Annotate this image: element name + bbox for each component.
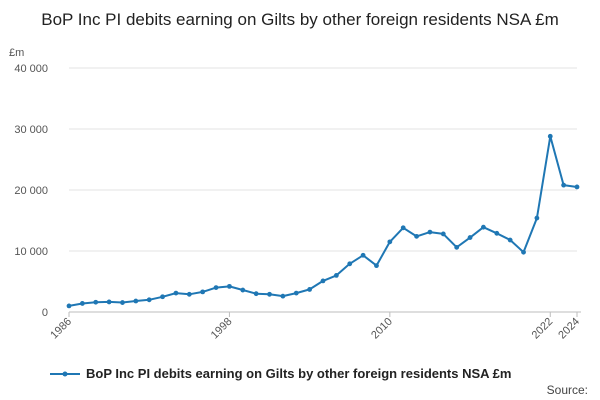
data-point[interactable] — [494, 230, 500, 236]
data-point[interactable] — [454, 244, 460, 250]
data-point[interactable] — [534, 215, 540, 221]
data-point[interactable] — [173, 290, 179, 296]
y-tick-label: 20 000 — [14, 185, 48, 197]
data-point[interactable] — [93, 299, 99, 305]
data-point[interactable] — [414, 233, 419, 239]
legend: BoP Inc PI debits earning on Gilts by ot… — [50, 366, 511, 381]
data-point[interactable] — [574, 184, 580, 190]
data-point[interactable] — [66, 303, 72, 309]
y-axis-unit-label: £m — [9, 47, 25, 59]
series-layer — [66, 133, 580, 309]
x-tick-label: 1998 — [209, 316, 235, 342]
data-point[interactable] — [120, 300, 125, 305]
data-point[interactable] — [227, 283, 232, 289]
data-point[interactable] — [307, 287, 313, 292]
data-point[interactable] — [374, 263, 379, 269]
gridlines — [69, 67, 577, 252]
data-point[interactable] — [400, 225, 406, 231]
source-label: Source: — [546, 383, 588, 397]
y-tick-label: 30 000 — [14, 124, 48, 136]
data-point[interactable] — [160, 294, 165, 300]
data-point[interactable] — [507, 237, 513, 243]
data-point[interactable] — [561, 182, 567, 188]
x-tick-labels: 1986 1998 2010 2022 2024 — [48, 316, 582, 342]
chart-title: BoP Inc PI debits earning on Gilts by ot… — [41, 10, 559, 29]
y-tick-label: 0 — [42, 307, 48, 319]
data-point[interactable] — [333, 273, 339, 278]
data-point[interactable] — [79, 301, 85, 306]
x-tick-label: 2010 — [369, 316, 395, 342]
data-point[interactable] — [440, 231, 446, 237]
x-tick-label: 1986 — [48, 316, 74, 342]
data-point[interactable] — [253, 291, 259, 297]
data-point[interactable] — [467, 235, 473, 240]
data-point[interactable] — [521, 249, 526, 255]
data-point[interactable] — [106, 299, 112, 305]
data-point[interactable] — [347, 261, 353, 267]
data-point[interactable] — [267, 291, 272, 297]
data-point[interactable] — [387, 239, 393, 245]
x-tick-label: 2024 — [556, 316, 582, 342]
y-tick-label: 40 000 — [14, 63, 48, 75]
y-tick-labels: 0 10 000 20 000 30 000 40 000 — [14, 63, 48, 319]
data-point[interactable] — [240, 287, 246, 293]
data-point[interactable] — [481, 224, 486, 230]
data-point[interactable] — [200, 289, 206, 295]
data-point[interactable] — [213, 285, 219, 290]
data-point[interactable] — [427, 229, 433, 235]
x-tick-label: 2022 — [530, 316, 556, 342]
data-point[interactable] — [547, 133, 553, 139]
legend-swatch — [50, 371, 80, 376]
data-point[interactable] — [293, 290, 299, 296]
axes — [68, 311, 581, 317]
legend-label: BoP Inc PI debits earning on Gilts by ot… — [86, 366, 512, 381]
data-point[interactable] — [133, 298, 139, 304]
data-point[interactable] — [320, 278, 326, 284]
data-point[interactable] — [360, 252, 366, 258]
y-tick-label: 10 000 — [14, 246, 48, 258]
data-point[interactable] — [146, 297, 152, 303]
data-point[interactable] — [186, 291, 192, 297]
data-point[interactable] — [280, 293, 286, 299]
